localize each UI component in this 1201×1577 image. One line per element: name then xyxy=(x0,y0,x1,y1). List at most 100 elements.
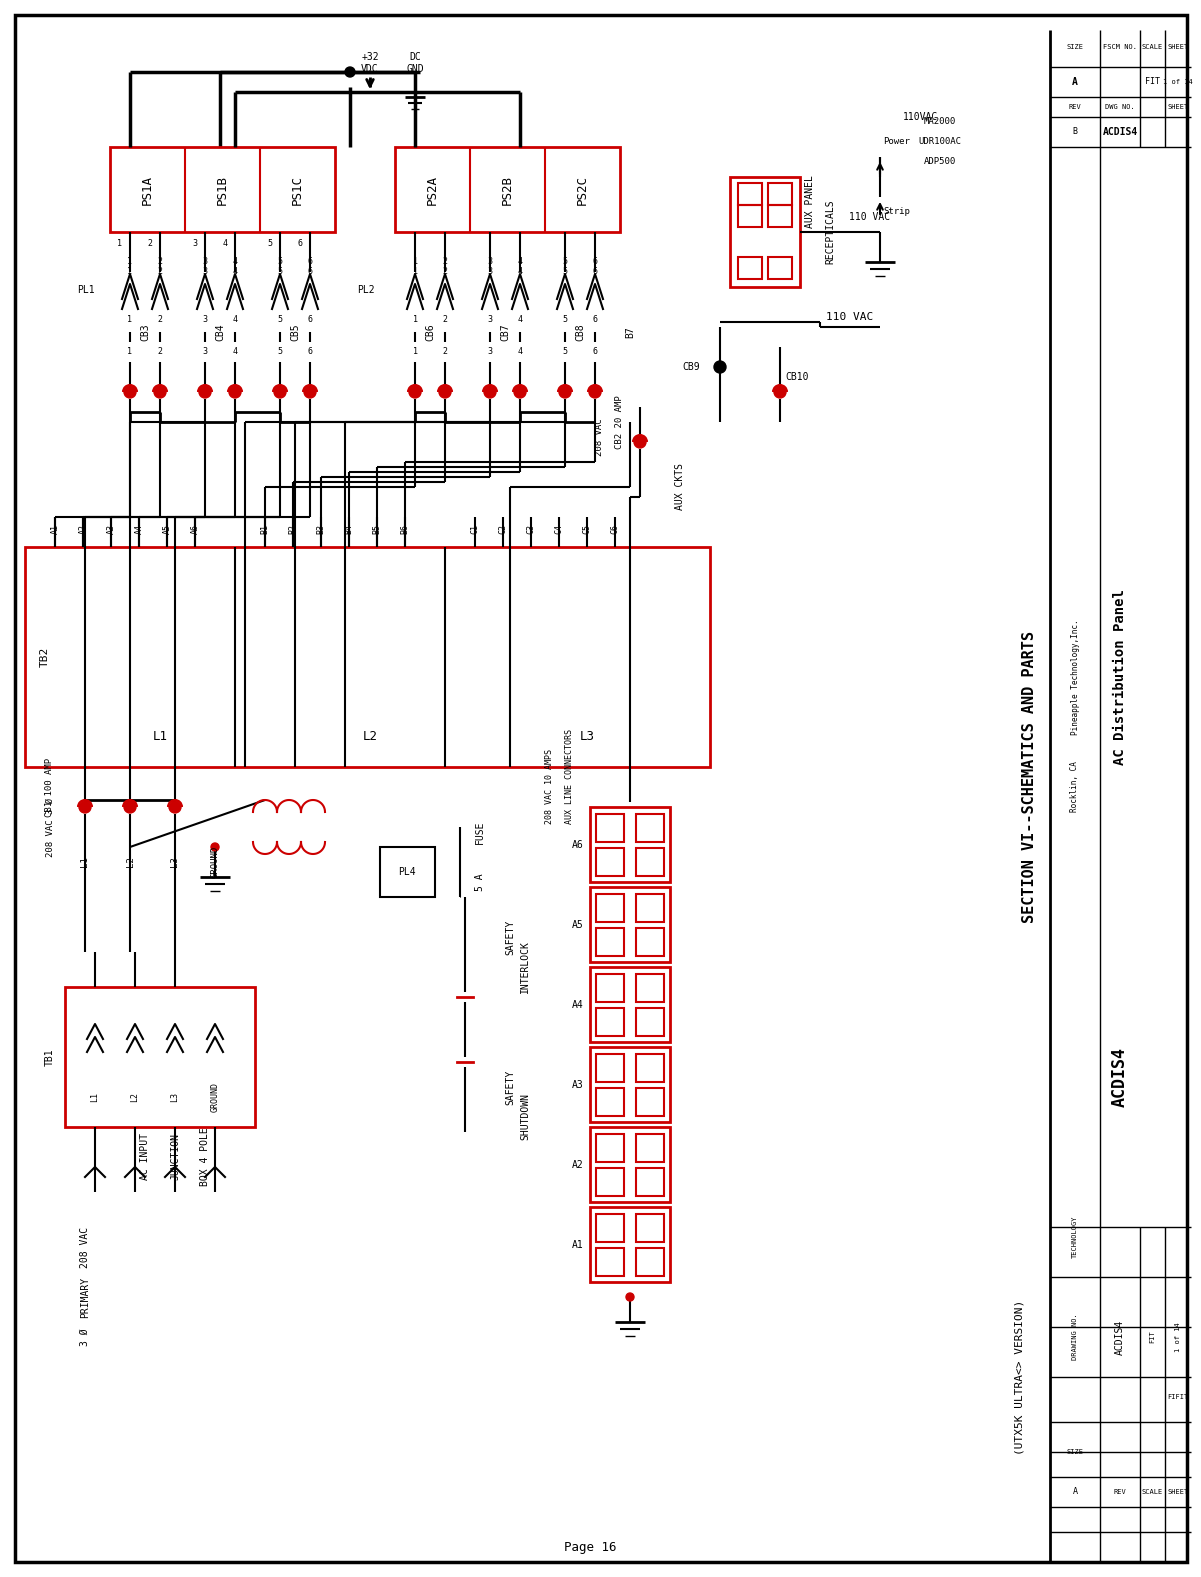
Bar xyxy=(596,1169,625,1195)
Text: 110 VAC: 110 VAC xyxy=(849,211,891,222)
Text: 5: 5 xyxy=(562,257,568,267)
Bar xyxy=(767,205,791,227)
Bar xyxy=(637,1247,664,1276)
Bar xyxy=(637,1053,664,1082)
Text: 1 of 14: 1 of 14 xyxy=(1163,79,1193,85)
Text: 2: 2 xyxy=(442,347,448,356)
Bar xyxy=(590,1128,670,1202)
Text: DC: DC xyxy=(410,52,420,62)
Circle shape xyxy=(440,386,452,397)
Bar xyxy=(596,1088,625,1117)
Text: MA2000: MA2000 xyxy=(924,118,956,126)
Text: Strip: Strip xyxy=(884,208,910,216)
Text: 2: 2 xyxy=(157,268,162,276)
Circle shape xyxy=(626,1293,634,1301)
Text: B3: B3 xyxy=(317,524,325,535)
Text: B7: B7 xyxy=(625,326,635,337)
Bar xyxy=(110,147,335,232)
Text: 3: 3 xyxy=(203,257,208,267)
Text: ACDIS4: ACDIS4 xyxy=(1115,1320,1125,1355)
Bar xyxy=(380,847,435,897)
Text: 1: 1 xyxy=(412,268,418,276)
Bar xyxy=(637,1214,664,1243)
Text: SHEET: SHEET xyxy=(1167,1489,1189,1495)
Text: 208 VAC 3 Ø: 208 VAC 3 Ø xyxy=(46,798,54,856)
Bar xyxy=(590,1047,670,1121)
Text: SECTION VI--SCHEMATICS AND PARTS: SECTION VI--SCHEMATICS AND PARTS xyxy=(1022,631,1038,923)
Text: A4: A4 xyxy=(572,1000,584,1009)
Text: AUX LINE CONNECTORS: AUX LINE CONNECTORS xyxy=(566,730,574,825)
Text: L1: L1 xyxy=(80,856,90,867)
Text: GROUND: GROUND xyxy=(210,1082,220,1112)
Text: 6: 6 xyxy=(307,314,312,323)
Text: 208 VAC 10 AMPS: 208 VAC 10 AMPS xyxy=(545,749,555,825)
Text: 6: 6 xyxy=(307,257,312,267)
Text: SCALE: SCALE xyxy=(1141,44,1163,50)
Text: GROUND: GROUND xyxy=(210,845,220,878)
Bar xyxy=(737,183,761,205)
Text: FIT: FIT xyxy=(1149,1331,1155,1344)
Bar xyxy=(637,1134,664,1162)
Text: VDC: VDC xyxy=(362,65,378,74)
Text: DRAWING NO.: DRAWING NO. xyxy=(1072,1314,1078,1361)
Text: A2: A2 xyxy=(78,524,88,535)
Text: FSCM NO.: FSCM NO. xyxy=(1103,44,1137,50)
Text: 2: 2 xyxy=(157,347,162,356)
Text: 3: 3 xyxy=(203,347,208,356)
Text: 5: 5 xyxy=(277,314,282,323)
Bar xyxy=(637,1008,664,1036)
Circle shape xyxy=(274,386,286,397)
Circle shape xyxy=(229,386,241,397)
Bar xyxy=(590,886,670,962)
Text: SIZE: SIZE xyxy=(1066,44,1083,50)
Text: 4: 4 xyxy=(233,268,238,276)
Text: PRIMARY: PRIMARY xyxy=(80,1276,90,1317)
Text: PS1A: PS1A xyxy=(141,175,154,205)
Text: RECEPTICALS: RECEPTICALS xyxy=(825,200,835,265)
Bar xyxy=(596,1214,625,1243)
Text: 1: 1 xyxy=(127,257,132,267)
Text: B5: B5 xyxy=(372,524,382,535)
Text: 5: 5 xyxy=(562,347,568,356)
Text: L1: L1 xyxy=(90,1091,100,1102)
Bar xyxy=(590,1206,670,1282)
Bar xyxy=(596,975,625,1001)
Text: 1: 1 xyxy=(412,314,418,323)
Bar xyxy=(637,894,664,923)
Text: AUX CKTS: AUX CKTS xyxy=(675,464,685,511)
Text: L1: L1 xyxy=(153,730,167,743)
Text: CB7: CB7 xyxy=(500,323,510,341)
Text: PS2A: PS2A xyxy=(425,175,438,205)
Circle shape xyxy=(154,386,166,397)
Text: A4: A4 xyxy=(135,524,143,535)
Text: CB8: CB8 xyxy=(575,323,585,341)
Text: A: A xyxy=(1072,1487,1077,1497)
Text: L3: L3 xyxy=(580,730,594,743)
Text: A: A xyxy=(1072,77,1078,87)
Bar xyxy=(395,147,620,232)
Text: 5: 5 xyxy=(562,314,568,323)
Bar xyxy=(596,927,625,956)
Text: 6: 6 xyxy=(592,314,598,323)
Text: C5: C5 xyxy=(582,524,592,535)
Text: 4: 4 xyxy=(518,257,522,267)
Text: FIT: FIT xyxy=(1145,77,1159,87)
Text: REV: REV xyxy=(1113,1489,1127,1495)
Bar xyxy=(637,975,664,1001)
Text: 3 Ø: 3 Ø xyxy=(80,1328,90,1345)
Text: 4: 4 xyxy=(518,268,522,276)
Text: 1 of 14: 1 of 14 xyxy=(1175,1322,1181,1351)
Text: 208 VAC: 208 VAC xyxy=(80,1227,90,1268)
Text: 3: 3 xyxy=(192,240,197,249)
Text: A6: A6 xyxy=(572,841,584,850)
Text: Power: Power xyxy=(884,137,910,147)
Bar xyxy=(730,177,800,287)
Bar xyxy=(596,848,625,875)
Text: PS1C: PS1C xyxy=(291,175,304,205)
Text: B4: B4 xyxy=(345,524,353,535)
Text: GND: GND xyxy=(406,65,424,74)
Text: L3: L3 xyxy=(171,856,179,867)
Bar xyxy=(596,1008,625,1036)
Text: AUX PANEL: AUX PANEL xyxy=(805,175,815,229)
Bar xyxy=(596,1053,625,1082)
